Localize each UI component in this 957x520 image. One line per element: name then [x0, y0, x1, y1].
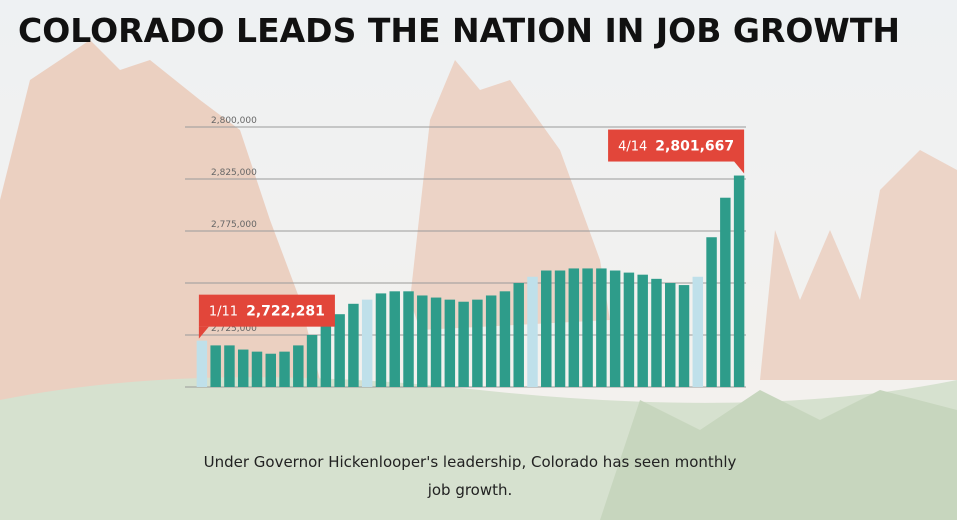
- caption: Under Governor Hickenlooper's leadership…: [203, 453, 737, 499]
- bar: [623, 272, 635, 387]
- bar: [320, 322, 332, 387]
- bar: [444, 299, 456, 387]
- bar: [224, 345, 235, 387]
- bar: [403, 291, 414, 387]
- bar: [472, 299, 483, 387]
- bar: [609, 270, 621, 387]
- callout-date: 1/11: [209, 305, 238, 320]
- bar: [665, 283, 676, 387]
- bar: [458, 301, 469, 387]
- bar: [265, 353, 276, 387]
- bar: [306, 335, 318, 387]
- bar: [389, 291, 400, 387]
- bar: [720, 197, 731, 387]
- bar: [485, 295, 497, 387]
- bar: [541, 270, 552, 387]
- bar: [527, 276, 538, 387]
- bar: [733, 175, 745, 387]
- bar: [692, 276, 704, 387]
- bar: [348, 303, 359, 387]
- caption-box: Under Governor Hickenlooper's leadership…: [203, 453, 737, 499]
- bar: [279, 351, 290, 387]
- bar: [334, 314, 345, 387]
- data-label: 2,801,667: [655, 139, 734, 155]
- callout-pointer: [734, 161, 745, 174]
- callout: 1/11 2,722,281: [198, 294, 335, 339]
- callout-date: 4/14: [618, 140, 647, 155]
- y-tick-label: 2,825,000: [211, 168, 257, 178]
- bar: [430, 297, 442, 387]
- bar: [237, 349, 249, 387]
- bar: [651, 278, 662, 387]
- bar: [196, 340, 208, 387]
- bar: [637, 274, 648, 387]
- bar: [293, 345, 304, 387]
- callout-box: [198, 294, 335, 327]
- bar: [596, 268, 607, 387]
- bar: [513, 283, 524, 387]
- bar: [375, 293, 387, 387]
- bar: [568, 268, 580, 387]
- bar: [706, 237, 717, 387]
- callout: 4/14 2,801,667: [608, 129, 745, 174]
- bar: [251, 351, 263, 387]
- bar: [554, 270, 566, 387]
- callout-pointer: [198, 326, 209, 339]
- bar: [361, 299, 373, 387]
- chart-title: COLORADO LEADS THE NATION IN JOB GROWTH: [18, 11, 900, 50]
- bar: [678, 285, 690, 387]
- bar: [210, 345, 221, 387]
- callout-box: [608, 129, 745, 162]
- y-tick-label: 2,800,000: [211, 116, 257, 126]
- bar: [582, 268, 593, 387]
- y-tick-label: 2,775,000: [211, 220, 257, 230]
- bar: [499, 291, 511, 387]
- y-tick-label: 2,725,000: [211, 324, 257, 334]
- data-label: 2,722,281: [246, 304, 325, 320]
- bar: [417, 295, 428, 387]
